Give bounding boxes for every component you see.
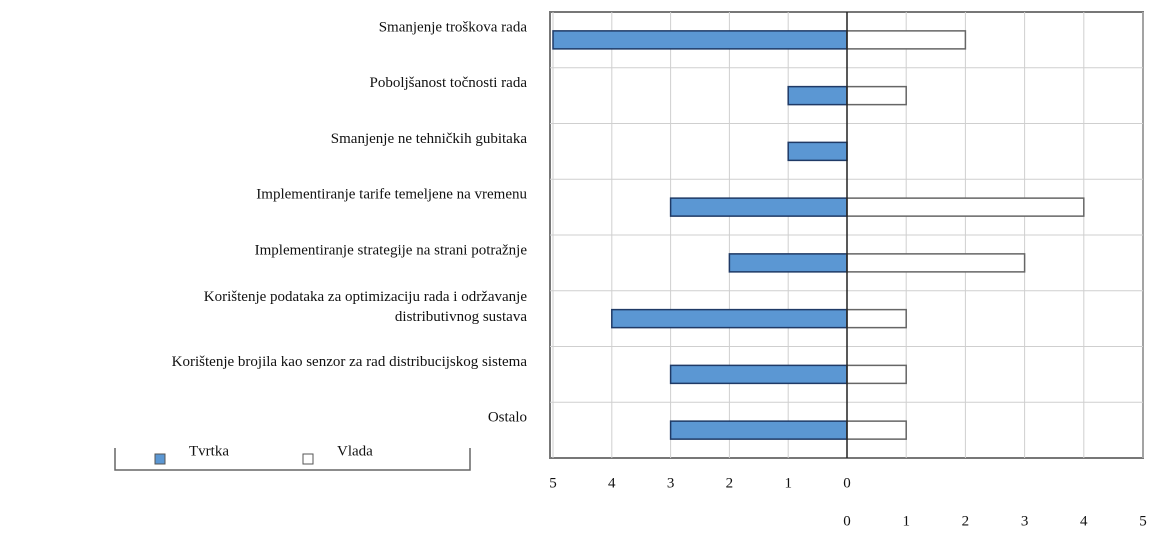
x-tick-label: 4 (1080, 513, 1088, 529)
x-tick-label: 5 (549, 475, 557, 491)
bar (552, 30, 848, 50)
x-tick-label: 2 (726, 475, 734, 491)
legend-swatch (154, 453, 166, 465)
bar (846, 85, 907, 106)
x-tick-label: 0 (843, 475, 851, 491)
bar (846, 308, 907, 329)
x-tick-label: 4 (608, 475, 616, 491)
bar (787, 85, 848, 106)
legend-label: Tvrtka (189, 443, 229, 459)
x-tick-label: 1 (784, 475, 792, 491)
x-tick-label: 3 (1021, 513, 1029, 529)
legend-frame (114, 448, 471, 471)
category-label: Smanjenje ne tehničkih gubitaka (331, 131, 528, 147)
bar (846, 420, 907, 440)
category-label: Implementiranje tarife temeljene na vrem… (256, 187, 527, 203)
bar (846, 364, 907, 385)
bar (846, 253, 1026, 273)
category-label: Implementiranje strategije na strani pot… (255, 242, 528, 258)
category-label: Poboljšanost točnosti rada (370, 75, 528, 91)
bar (787, 141, 848, 162)
category-label: Ostalo (488, 410, 527, 426)
bar (669, 197, 848, 217)
x-tick-label: 3 (667, 475, 675, 491)
bar (846, 30, 967, 50)
bar (669, 364, 848, 385)
x-tick-label: 0 (843, 513, 851, 529)
bar (611, 308, 848, 329)
category-label: distributivnog sustava (395, 309, 527, 325)
bar (728, 253, 848, 273)
legend-swatch (302, 453, 314, 465)
x-tick-label: 5 (1139, 513, 1147, 529)
legend-label: Vlada (337, 443, 373, 459)
x-tick-label: 1 (902, 513, 910, 529)
bar (669, 420, 848, 440)
bar (846, 197, 1085, 217)
category-label: Korištenje brojila kao senzor za rad dis… (172, 354, 528, 370)
x-tick-label: 2 (962, 513, 970, 529)
category-label: Korištenje podataka za optimizaciju rada… (204, 289, 528, 305)
category-label: Smanjenje troškova rada (379, 19, 528, 35)
